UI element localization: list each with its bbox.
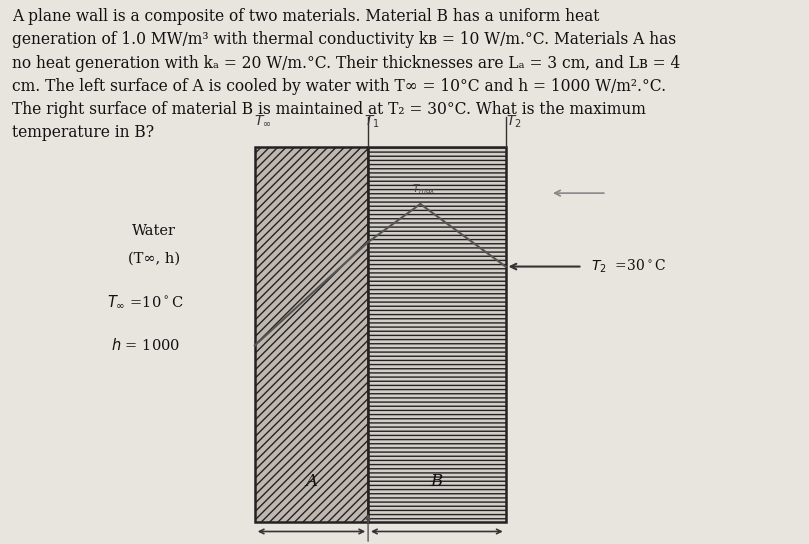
Bar [368,147,506,522]
Text: A: A [306,473,317,490]
Text: B: B [430,473,443,490]
Text: $T_2$: $T_2$ [506,113,522,129]
Text: $T_2$  =30$^\circ$C: $T_2$ =30$^\circ$C [591,258,666,275]
Text: $T_1$: $T_1$ [364,113,380,129]
Text: A plane wall is a composite of two materials. Material B has a uniform heat
gene: A plane wall is a composite of two mater… [12,8,680,141]
Text: $T_{max}$: $T_{max}$ [413,182,437,196]
Text: $T_{\infty}$: $T_{\infty}$ [254,114,272,128]
Text: (T∞, h): (T∞, h) [128,251,180,265]
Bar [255,147,368,522]
Text: Water: Water [132,224,176,238]
Text: $T_{\infty}$ =10$^\circ$C: $T_{\infty}$ =10$^\circ$C [108,294,184,310]
Text: $h$ = 1000: $h$ = 1000 [111,337,180,354]
